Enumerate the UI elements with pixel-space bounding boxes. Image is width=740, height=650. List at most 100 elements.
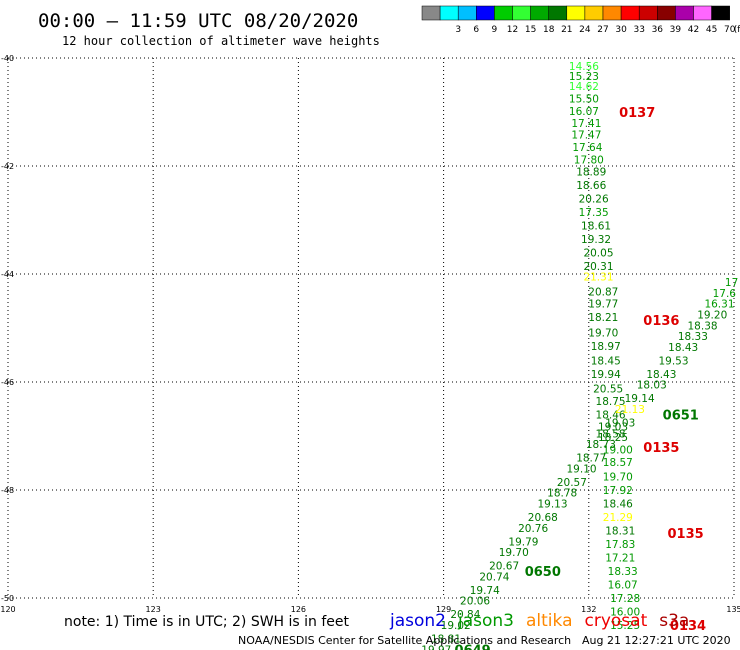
- x-tick-label: 132: [581, 605, 596, 614]
- scale-tick-label: 45: [706, 25, 717, 35]
- wave-height-label: 18.78: [547, 488, 577, 500]
- wave-height-label: 19.03: [598, 421, 628, 433]
- scale-swatch: [494, 5, 513, 21]
- scale-tick-label: 9: [492, 25, 498, 35]
- scale-swatch: [421, 5, 441, 21]
- satellite-legend: jason2 jason3 altika cryosat s3a: [389, 611, 689, 631]
- legend-s3a: s3a: [659, 611, 689, 631]
- scale-tick-label: 18: [543, 25, 555, 35]
- wave-height-label: 18.75: [596, 396, 626, 408]
- wave-height-label: 14.62: [569, 81, 599, 93]
- pass-time-label: 0136: [643, 314, 679, 329]
- footer-timestamp: Aug 21 12:27:21 UTC 2020: [582, 634, 731, 647]
- pass-time-label: 0651: [663, 408, 699, 423]
- y-tick-label: -46: [1, 378, 14, 387]
- x-tick-label: 123: [146, 605, 161, 614]
- wave-height-label: 16.31: [704, 299, 734, 311]
- wave-height-label: 19.77: [588, 299, 618, 311]
- wave-height-label: 17.83: [605, 539, 635, 551]
- y-tick-label: -40: [1, 54, 14, 63]
- wave-height-label: 15.23: [569, 71, 599, 83]
- wave-height-label: 18.25: [598, 432, 628, 444]
- wave-height-label: 19.20: [697, 310, 727, 322]
- scale-tick-label: 42: [688, 25, 699, 35]
- scale-swatch: [457, 5, 477, 21]
- wave-height-label: 18.38: [688, 320, 718, 332]
- wave-height-label: 19.00: [603, 445, 633, 457]
- scale-swatch: [657, 5, 676, 21]
- y-tick-label: -48: [1, 486, 14, 495]
- scale-swatch: [476, 5, 495, 21]
- wave-height-label: 20.57: [557, 477, 587, 489]
- wave-height-label: 19.10: [567, 463, 597, 475]
- pass-time-label: 0135: [668, 527, 704, 542]
- wave-height-label: 15.50: [569, 94, 599, 106]
- wave-height-label: 18.77: [576, 453, 606, 465]
- wave-height-label: 19.70: [603, 472, 633, 484]
- scale-tick-label: 3: [455, 25, 461, 35]
- pass-time-label: 0137: [619, 106, 655, 121]
- wave-height-label: 17.35: [579, 207, 609, 219]
- wave-height-label: 18.33: [678, 331, 708, 343]
- wave-height-label: 19.02: [441, 620, 471, 632]
- wave-height-label: 18.03: [637, 380, 667, 392]
- scale-tick-label: 36: [652, 25, 664, 35]
- wave-height-label: 19.70: [588, 327, 618, 339]
- wave-height-label: 18.21: [588, 312, 618, 324]
- scale-tick-label: 30: [615, 25, 627, 35]
- wave-height-label: 17.92: [603, 485, 633, 497]
- grid-lines: [7, 57, 735, 599]
- scale-swatch: [711, 5, 730, 21]
- y-tick-labels: -40 -42 -44 -46 -48 -50: [1, 54, 14, 603]
- wave-height-label: 19.03: [605, 418, 635, 430]
- wave-height-label: 20.68: [528, 512, 558, 524]
- wave-height-label: 17: [725, 277, 738, 289]
- wave-height-label: 20.76: [518, 523, 548, 535]
- wave-height-label: 19.14: [625, 393, 655, 405]
- wave-height-label: 20.84: [450, 609, 480, 621]
- wave-height-label: 19.94: [591, 369, 621, 381]
- wave-height-label: 19.70: [499, 547, 529, 559]
- wave-height-label: 17.80: [574, 155, 604, 167]
- legend-jason3: jason3: [457, 611, 514, 631]
- pass-time-label: 0649: [455, 643, 491, 650]
- scale-unit-label: (ft): [734, 25, 740, 35]
- wave-height-label: 21.29: [603, 512, 633, 524]
- wave-height-labels: 14.5615.2314.6215.5016.0717.4117.4717.64…: [421, 61, 738, 650]
- pass-time-label: 0650: [525, 565, 561, 580]
- legend-jason2: jason2: [389, 611, 446, 631]
- wave-height-label: 18.43: [668, 342, 698, 354]
- scale-tick-label: 15: [525, 25, 536, 35]
- x-tick-labels: 120 123 126 129 132 135: [0, 605, 740, 614]
- wave-height-label: 21.31: [583, 272, 613, 284]
- wave-height-label: 18.61: [581, 220, 611, 232]
- wave-height-label: 19.74: [470, 585, 500, 597]
- wave-height-label: 16.07: [569, 106, 599, 118]
- time-labels: 0137 0136 0651 0135 0135 0650 0134 0649: [455, 106, 707, 650]
- y-tick-label: -42: [1, 162, 14, 171]
- wave-height-label: 18.46: [603, 499, 633, 511]
- wave-height-label: 20.87: [588, 286, 618, 298]
- wave-height-label: 20.31: [583, 261, 613, 273]
- footer-credit: NOAA/NESDIS Center for Satellite Applica…: [238, 634, 571, 647]
- scale-swatch: [584, 5, 604, 21]
- legend-altika: altika: [526, 611, 573, 631]
- chart-subtitle: 12 hour collection of altimeter wave hei…: [62, 34, 380, 48]
- wave-height-label: 20.67: [489, 561, 519, 573]
- pass-time-label: 0135: [643, 441, 679, 456]
- wave-height-label: 18.46: [596, 409, 626, 421]
- wave-height-label: 18.58: [596, 428, 626, 440]
- y-tick-label: -44: [1, 270, 14, 279]
- x-tick-label: 120: [0, 605, 15, 614]
- footer-note: note: 1) Time is in UTC; 2) SWH is in fe…: [64, 614, 350, 630]
- pass-time-label: 0134: [670, 619, 706, 634]
- scale-tick-label: 33: [633, 25, 644, 35]
- wave-height-label: 19.79: [508, 536, 538, 548]
- scale-tick-label: 21: [561, 25, 572, 35]
- scale-tick-label: 24: [579, 25, 591, 35]
- wave-height-label: 19.97: [421, 644, 451, 650]
- wave-height-label: 15.25: [610, 620, 640, 632]
- wave-height-label: 20.06: [460, 596, 490, 608]
- chart-title: 00:00 – 11:59 UTC 08/20/2020: [38, 10, 358, 32]
